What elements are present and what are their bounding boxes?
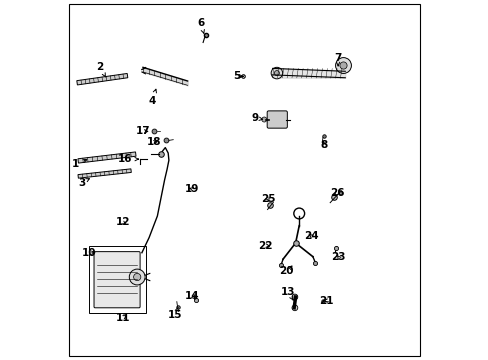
Text: 26: 26 [329, 188, 344, 198]
Text: 7: 7 [334, 53, 341, 66]
Text: 17: 17 [135, 126, 150, 136]
Text: 12: 12 [115, 217, 130, 228]
Text: 23: 23 [331, 252, 346, 262]
Text: 22: 22 [258, 240, 272, 251]
Circle shape [291, 294, 297, 300]
Circle shape [339, 62, 346, 69]
Text: 2: 2 [96, 62, 105, 77]
Text: 24: 24 [303, 231, 318, 241]
FancyBboxPatch shape [266, 111, 287, 128]
Text: 3: 3 [78, 177, 89, 188]
Text: 6: 6 [197, 18, 204, 34]
Text: 20: 20 [279, 266, 293, 276]
Text: 13: 13 [281, 287, 295, 300]
Circle shape [270, 67, 282, 79]
Text: 15: 15 [168, 307, 182, 320]
Text: 21: 21 [319, 296, 333, 306]
Polygon shape [78, 152, 136, 163]
Circle shape [274, 71, 279, 76]
Text: 1: 1 [72, 159, 86, 169]
Text: 8: 8 [320, 140, 326, 150]
Circle shape [335, 58, 351, 73]
Circle shape [261, 117, 266, 122]
Text: 25: 25 [260, 194, 275, 204]
Polygon shape [78, 169, 131, 178]
Text: 9: 9 [251, 113, 262, 123]
FancyBboxPatch shape [94, 252, 140, 308]
Circle shape [129, 269, 145, 285]
Text: 5: 5 [232, 71, 243, 81]
Text: 16: 16 [118, 154, 138, 164]
Text: 11: 11 [115, 312, 130, 323]
Circle shape [133, 274, 141, 281]
Bar [88, 246, 146, 313]
Polygon shape [77, 73, 127, 85]
Text: 14: 14 [184, 291, 199, 301]
Circle shape [291, 305, 297, 311]
Text: 19: 19 [185, 184, 199, 194]
Text: 18: 18 [146, 137, 161, 147]
Text: 4: 4 [148, 89, 156, 106]
Text: 10: 10 [81, 248, 96, 258]
